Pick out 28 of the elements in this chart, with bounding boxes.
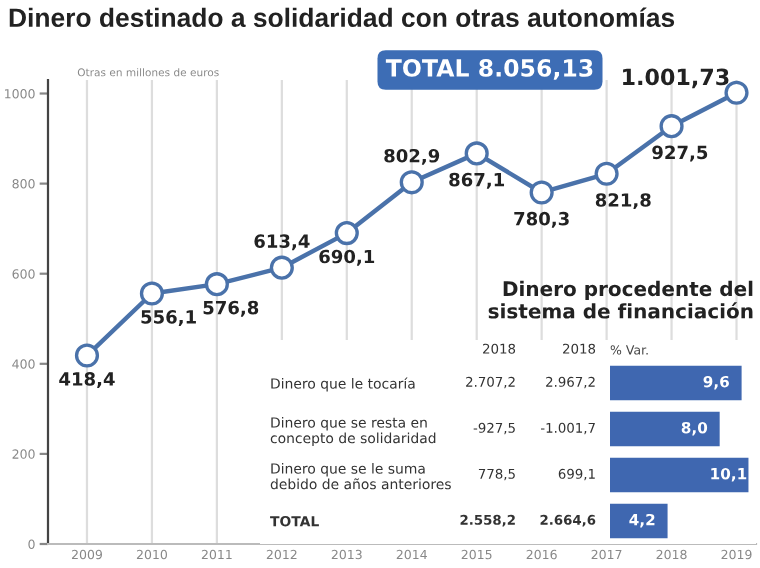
- data-label: 927,5: [652, 145, 708, 162]
- bar: [610, 411, 720, 447]
- point: [529, 180, 554, 205]
- point: [334, 221, 359, 246]
- bar: [610, 503, 668, 539]
- point: [74, 343, 100, 368]
- data-label: 780,3: [514, 211, 569, 228]
- chart-title: Dinero destinado a solidaridad con otras autonomías: [9, 7, 675, 28]
- bar: [610, 457, 749, 493]
- text: TOTAL 8.056,13: [385, 58, 593, 80]
- data-label: 821,8: [595, 193, 651, 210]
- chart-title: Dinero procedente del sistema de financiación: [488, 280, 753, 319]
- point: [399, 170, 424, 195]
- bar: [610, 365, 742, 401]
- point: [659, 114, 684, 139]
- data-label: 690,1: [319, 249, 375, 266]
- point: [139, 281, 165, 306]
- point: [269, 255, 294, 280]
- data-label: 802,9: [384, 148, 440, 165]
- point: [204, 272, 229, 297]
- point: [464, 141, 489, 166]
- data-label: 1.001,73: [623, 68, 729, 89]
- data-label: 556,1: [141, 310, 196, 327]
- data-label: 613,4: [254, 234, 310, 251]
- data-label: 418,4: [59, 372, 115, 389]
- point: [594, 161, 619, 186]
- data-label: 867,1: [449, 172, 505, 189]
- data-label: 576,8: [203, 300, 259, 317]
